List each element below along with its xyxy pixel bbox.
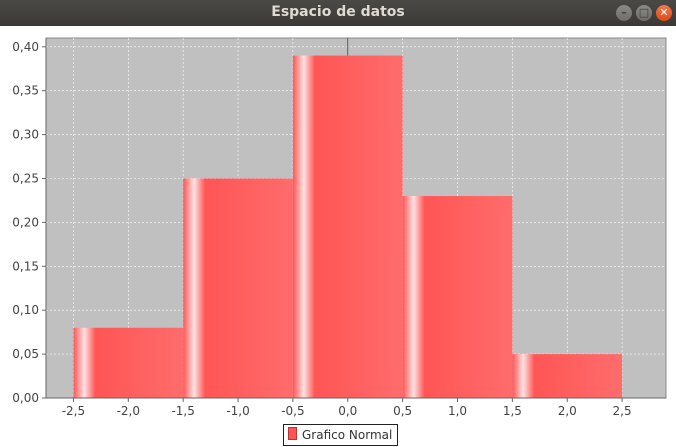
y-tick-label: 0,05 [12, 347, 39, 361]
histogram-bar [292, 55, 403, 398]
x-tick-label: -2,0 [117, 404, 140, 418]
chart-svg: -2,5 -2,0 -1,5 -1,0 -0,5 0,0 0,5 1,0 1,5 2,0 2,5 0,… [12, 37, 667, 418]
y-tick-label: 0,30 [12, 128, 39, 142]
y-tick-label: 0,20 [12, 215, 39, 229]
window-title: Espacio de datos [271, 4, 405, 20]
y-tick-label: 0,35 [12, 84, 39, 98]
histogram-bar [512, 354, 623, 398]
x-tick-label: -1,5 [171, 404, 194, 418]
histogram-bar [402, 196, 513, 398]
x-tick-label: 0,5 [393, 404, 412, 418]
histogram-chart: -2,5 -2,0 -1,5 -1,0 -0,5 0,0 0,5 1,0 1,5 2,0 2,5 0,… [0, 26, 676, 447]
x-tick-label: -0,5 [281, 404, 304, 418]
y-tick-label: 0,10 [12, 303, 39, 317]
histogram-bar [183, 178, 293, 398]
x-tick-label: 2,5 [613, 404, 632, 418]
maximize-icon[interactable]: □ [636, 5, 652, 21]
chart-legend: Grafico Normal [283, 424, 399, 446]
x-tick-label: 2,0 [558, 404, 577, 418]
x-tick-label: 1,0 [448, 404, 467, 418]
legend-swatch [288, 427, 297, 440]
x-tick-label: 0,0 [338, 404, 357, 418]
y-tick-label: 0,40 [12, 40, 39, 54]
x-tick-label: -1,0 [226, 404, 249, 418]
y-tick-label: 0,25 [12, 171, 39, 185]
legend-label: Grafico Normal [302, 428, 393, 442]
window-titlebar: Espacio de datos – □ ✕ [0, 0, 676, 26]
y-tick-label: 0,15 [12, 259, 39, 273]
close-icon[interactable]: ✕ [656, 5, 672, 21]
x-tick-label: -2,5 [62, 404, 85, 418]
x-tick-label: 1,5 [503, 404, 522, 418]
minimize-icon[interactable]: – [616, 5, 632, 21]
histogram-bar [73, 327, 184, 398]
y-tick-label: 0,00 [12, 391, 39, 405]
